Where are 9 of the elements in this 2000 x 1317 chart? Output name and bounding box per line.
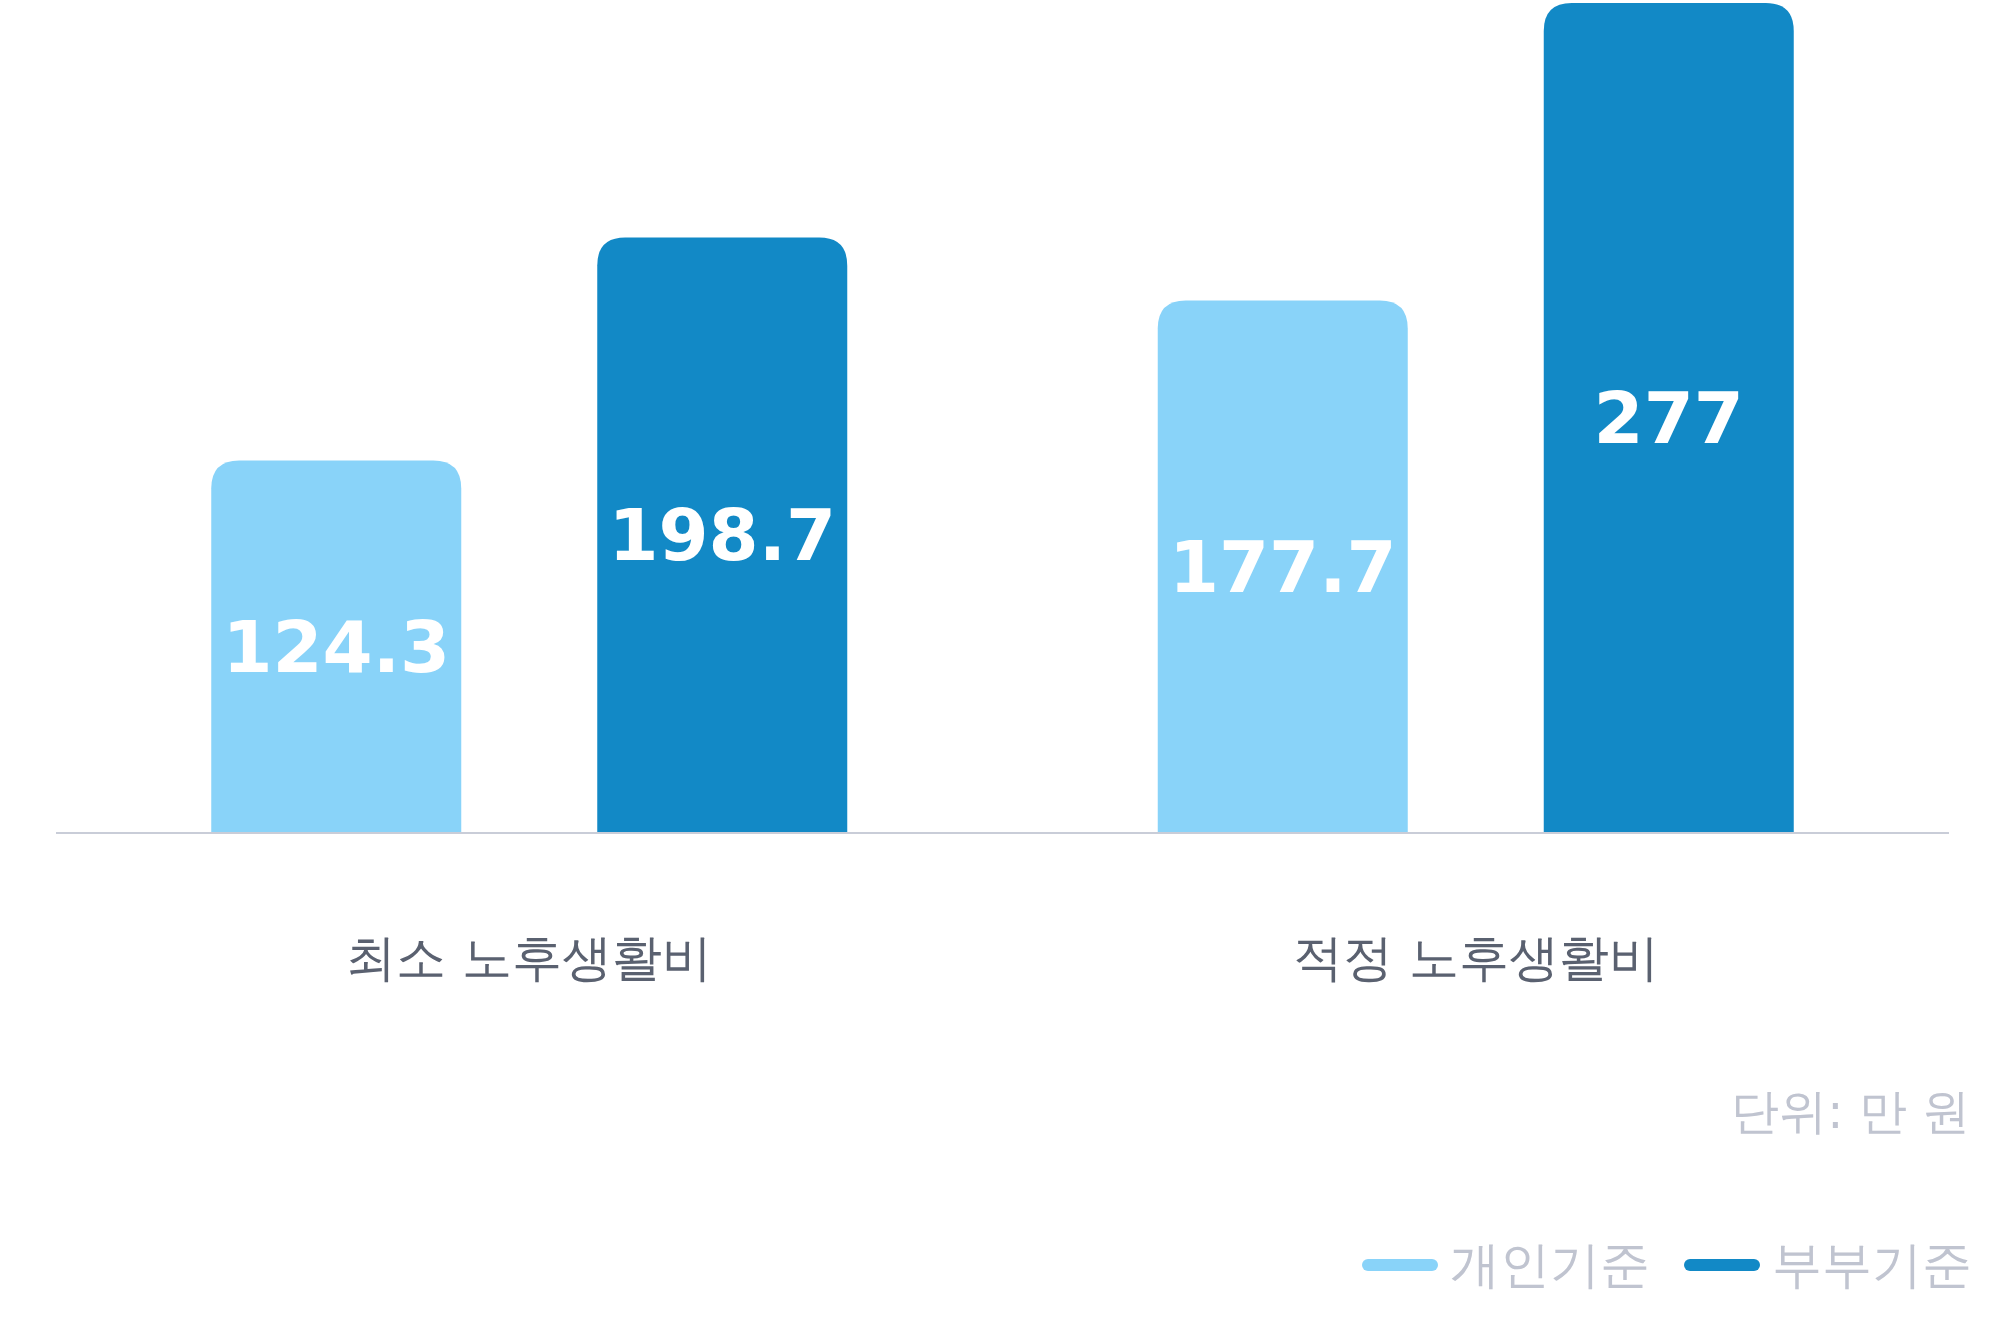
legend-label: 개인기준 (1450, 1236, 1650, 1294)
data-label: 124.3 (222, 604, 451, 689)
x-tick-label: 적정 노후생활비 (1292, 929, 1659, 987)
legend-label: 부부기준 (1772, 1236, 1972, 1294)
data-label: 177.7 (1168, 524, 1397, 609)
x-tick-label: 최소 노후생활비 (346, 929, 713, 987)
data-label: 198.7 (608, 493, 837, 578)
data-label: 277 (1593, 376, 1744, 460)
text: 단위: 만 원 (1731, 1083, 1970, 1139)
